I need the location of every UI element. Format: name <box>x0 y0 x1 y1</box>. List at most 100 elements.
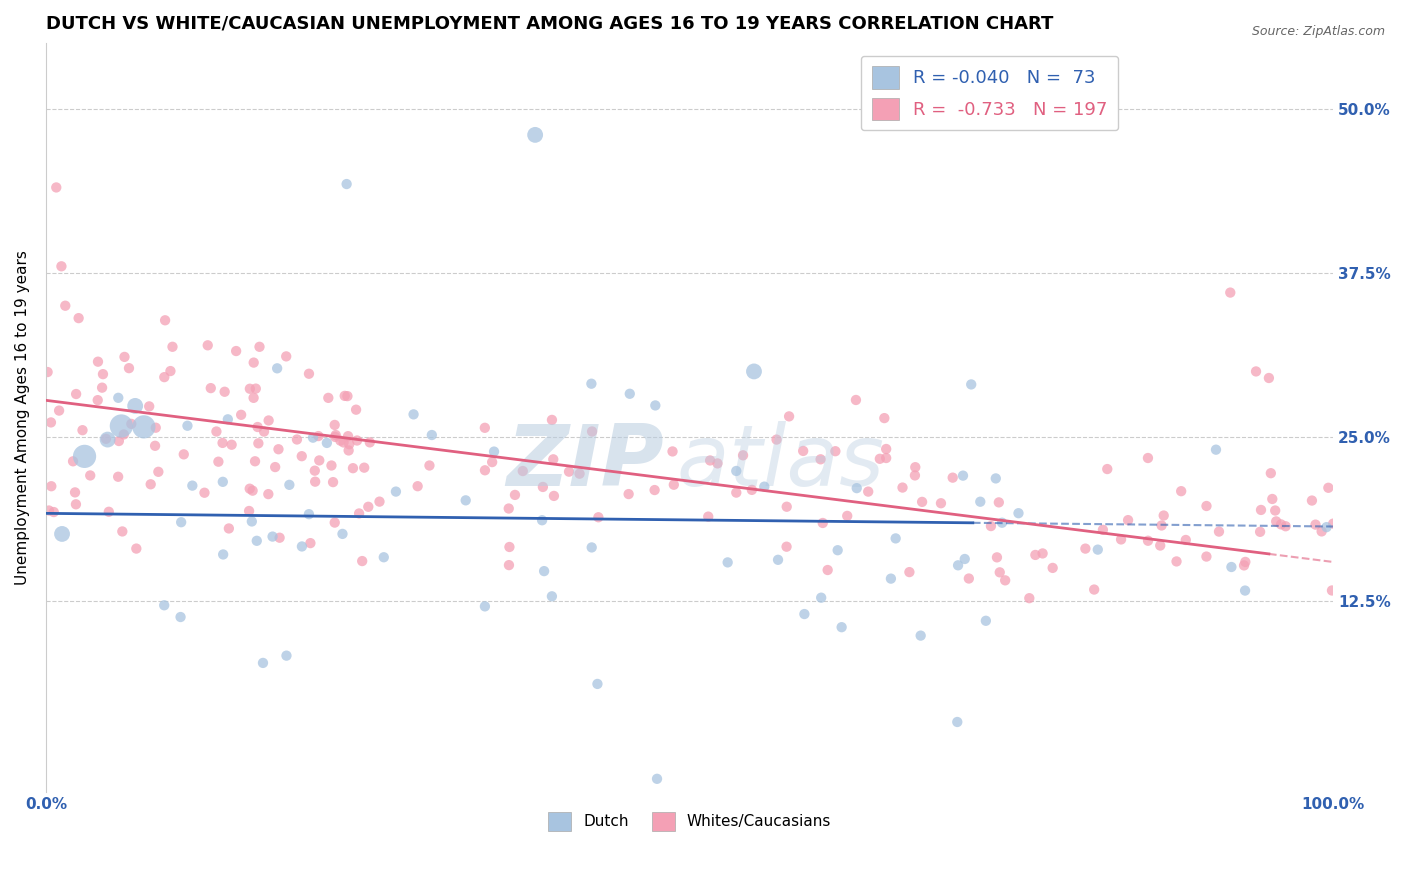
Point <box>111 524 134 539</box>
Point <box>329 434 352 448</box>
Point <box>344 402 367 417</box>
Point <box>118 361 141 376</box>
Point <box>242 391 264 405</box>
Point <box>359 435 381 450</box>
Point <box>79 468 101 483</box>
Point <box>644 399 666 413</box>
Point <box>766 553 789 567</box>
Point <box>48 403 70 417</box>
Point <box>1264 503 1286 517</box>
Point <box>308 453 330 467</box>
Point <box>1301 493 1323 508</box>
Point <box>991 516 1014 530</box>
Point <box>904 468 927 483</box>
Point <box>543 489 565 503</box>
Point <box>120 417 142 431</box>
Point <box>824 444 846 458</box>
Point <box>946 714 969 729</box>
Point <box>1250 503 1272 517</box>
Point <box>994 574 1017 588</box>
Point <box>39 479 62 493</box>
Point <box>974 614 997 628</box>
Point <box>775 540 797 554</box>
Point <box>323 430 346 444</box>
Point <box>725 464 748 478</box>
Point <box>1116 513 1139 527</box>
Point <box>332 435 354 450</box>
Point <box>699 453 721 467</box>
Point <box>239 482 262 496</box>
Point <box>107 469 129 483</box>
Point <box>307 429 329 443</box>
Point <box>402 408 425 422</box>
Point <box>531 513 554 527</box>
Point <box>875 442 897 456</box>
Point <box>1233 558 1256 573</box>
Point <box>568 467 591 481</box>
Point <box>827 543 849 558</box>
Point <box>1205 442 1227 457</box>
Point <box>1166 554 1188 568</box>
Point <box>200 381 222 395</box>
Point <box>1083 582 1105 597</box>
Point <box>276 648 298 663</box>
Point <box>132 420 155 434</box>
Point <box>249 340 271 354</box>
Point <box>742 364 765 378</box>
Point <box>368 494 391 508</box>
Point <box>262 530 284 544</box>
Point <box>238 504 260 518</box>
Point <box>347 507 370 521</box>
Point <box>778 409 800 424</box>
Point <box>291 540 314 554</box>
Point <box>353 460 375 475</box>
Point <box>792 444 814 458</box>
Point <box>1097 462 1119 476</box>
Point <box>239 382 262 396</box>
Point <box>1234 555 1257 569</box>
Point <box>1305 517 1327 532</box>
Point <box>1261 491 1284 506</box>
Point <box>533 564 555 578</box>
Point <box>247 436 270 450</box>
Point <box>474 463 496 477</box>
Point <box>318 391 340 405</box>
Point <box>524 128 547 142</box>
Point <box>108 434 131 448</box>
Point <box>873 411 896 425</box>
Point <box>45 180 67 194</box>
Point <box>37 365 59 379</box>
Point <box>302 431 325 445</box>
Point <box>211 475 233 489</box>
Point <box>176 418 198 433</box>
Point <box>211 436 233 450</box>
Point <box>1150 518 1173 533</box>
Point <box>811 516 834 530</box>
Point <box>337 437 360 451</box>
Point <box>810 591 832 605</box>
Point <box>240 515 263 529</box>
Point <box>169 610 191 624</box>
Point <box>586 677 609 691</box>
Point <box>337 443 360 458</box>
Point <box>1195 499 1218 513</box>
Point <box>1315 520 1337 534</box>
Point <box>125 541 148 556</box>
Point <box>39 416 62 430</box>
Point <box>952 468 974 483</box>
Point <box>1234 583 1257 598</box>
Text: atlas: atlas <box>676 421 884 504</box>
Point <box>225 344 247 359</box>
Point <box>498 501 520 516</box>
Point <box>246 533 269 548</box>
Point <box>1091 523 1114 537</box>
Point <box>1219 285 1241 300</box>
Point <box>173 447 195 461</box>
Point <box>776 500 799 514</box>
Point <box>697 509 720 524</box>
Point <box>1320 583 1343 598</box>
Point <box>315 436 337 450</box>
Point <box>1087 542 1109 557</box>
Point <box>1109 533 1132 547</box>
Point <box>110 419 132 434</box>
